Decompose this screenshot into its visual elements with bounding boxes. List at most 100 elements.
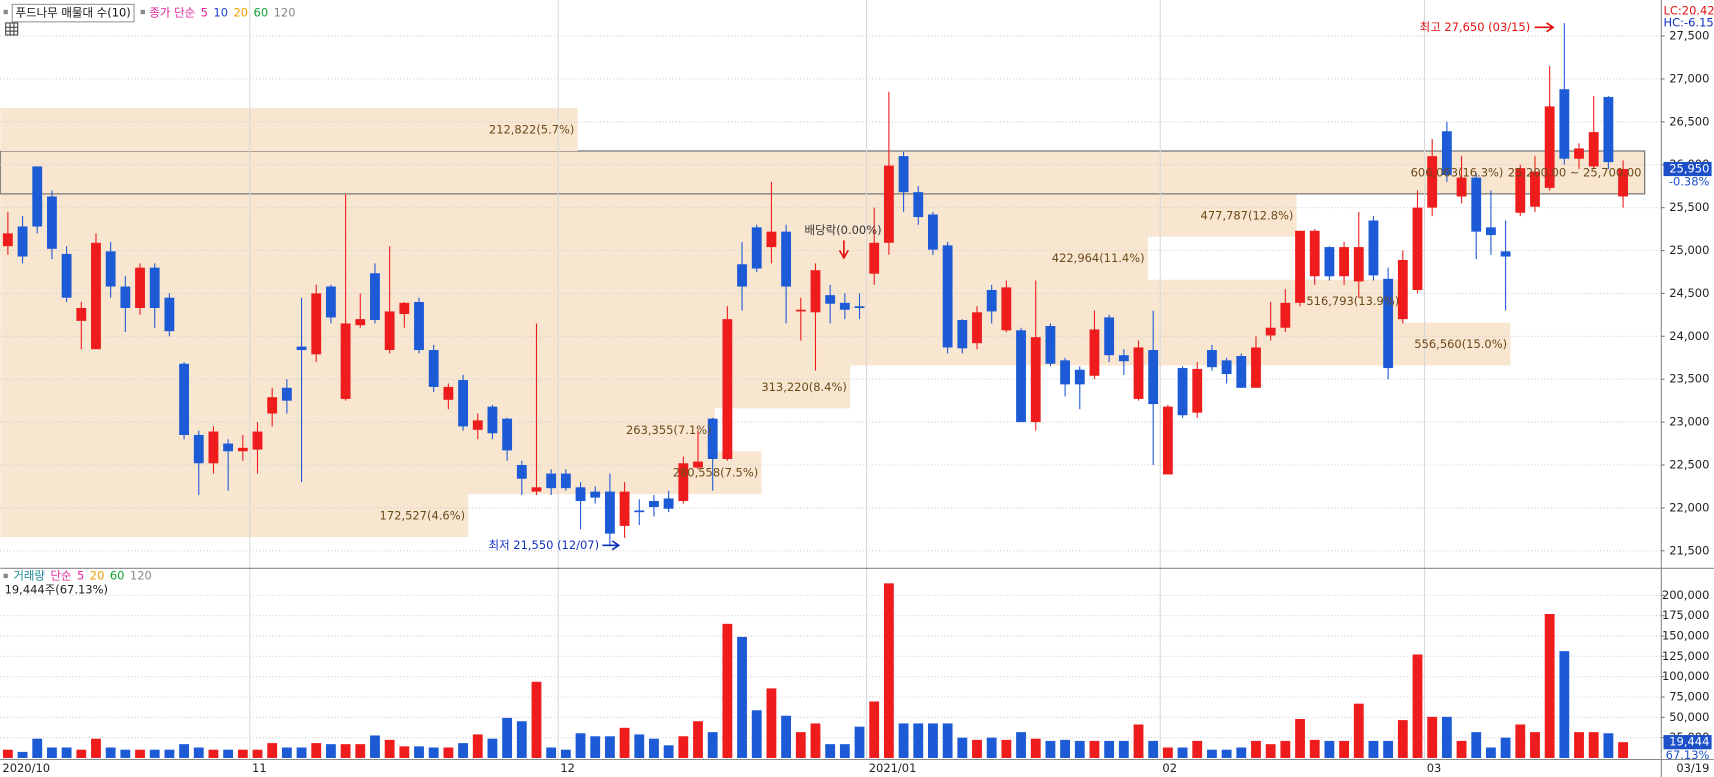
volume-bar (1324, 740, 1335, 758)
candle-body (972, 312, 982, 344)
candle-body (1544, 106, 1555, 188)
volume-bar (1427, 716, 1438, 758)
profile-value-label: 263,355(7.1%) (626, 422, 712, 436)
candle-body (311, 293, 322, 355)
y-tick-label: 75,000 (1669, 690, 1709, 704)
candle-body (810, 270, 821, 313)
profile-value-label: 556,560(15.0%) (1414, 337, 1507, 351)
candle-body (766, 231, 777, 248)
volume-bar (1559, 651, 1570, 758)
candle-body (1603, 96, 1614, 163)
candle-body (443, 386, 454, 400)
candle-body (722, 319, 733, 459)
volume-bar (208, 749, 219, 758)
candle-body (1324, 247, 1335, 277)
legend-text: 60 (110, 568, 125, 582)
profile-bar (0, 108, 578, 151)
volume-bar (649, 738, 659, 758)
price-tag-box (1663, 161, 1712, 177)
candle-body (649, 501, 659, 508)
candle-body (1441, 131, 1452, 176)
profile-bar (0, 279, 1403, 323)
candle-body (47, 196, 57, 249)
poc-range-label: 25,200.00 ~ 25,700.00 (1508, 165, 1642, 179)
profile-value-label: 280,558(7.5%) (673, 465, 759, 479)
y-tick-label: 26,500 (1669, 114, 1709, 128)
candle-body (1427, 156, 1438, 208)
volume-bar (1309, 739, 1320, 758)
profile-bar (0, 408, 715, 452)
volume-bar (1221, 749, 1232, 758)
candle-body (384, 311, 395, 351)
profile-value-label: 212,822(5.7%) (489, 122, 575, 136)
volume-bar (986, 737, 997, 758)
candle-body (164, 297, 175, 332)
volume-bar (1456, 740, 1467, 758)
candle-body (1265, 327, 1276, 336)
volume-profile (0, 108, 1646, 538)
volume-bar (913, 723, 924, 758)
legend-text: 20 (233, 6, 248, 20)
volume-bar (164, 749, 175, 758)
volume-bar (17, 751, 28, 758)
volume-bar (1618, 742, 1628, 758)
table-icon[interactable] (5, 22, 19, 36)
volume-bar (252, 749, 263, 758)
volume-bar (1588, 732, 1599, 758)
candle-body (502, 418, 513, 451)
legend-text: 종가 단순 (149, 6, 195, 20)
candle-body (928, 214, 938, 250)
volume-bar (1016, 732, 1026, 758)
candle-body (1383, 278, 1394, 369)
candle-body (149, 267, 160, 308)
candle-body (634, 510, 645, 513)
volume-bar (1574, 732, 1584, 758)
volume-bar (1397, 720, 1408, 758)
profile-bar (0, 193, 1297, 237)
x-tick-label: 03/19 (1676, 761, 1709, 775)
candle-body (1574, 148, 1584, 159)
volume-bar (2, 749, 13, 758)
candle-body (854, 306, 865, 308)
profile-bar (0, 494, 469, 538)
profile-value-label: 477,787(12.8%) (1201, 208, 1294, 222)
volume-bar (105, 747, 116, 758)
profile-label: 556,560(15.0%) (1414, 337, 1507, 351)
candle-body (281, 387, 292, 401)
candle-body (883, 165, 894, 243)
candle-body (76, 307, 87, 321)
profile-value-label: 606,063(16.3%) (1411, 165, 1504, 179)
candle-body (1618, 169, 1628, 197)
volume-bar (237, 749, 248, 758)
legend-text: 60 (254, 6, 269, 20)
volume-bar (267, 743, 278, 758)
candle-body (531, 487, 542, 492)
volume-bar (560, 749, 571, 758)
volume-bar (296, 747, 307, 758)
price-tag-label: 19,444 (1669, 735, 1709, 749)
candle-body (1339, 247, 1350, 277)
candle-body (986, 289, 997, 312)
candle-body (1588, 132, 1599, 167)
volume-bar (575, 733, 586, 758)
candle-body (546, 473, 557, 489)
profile-bar (0, 150, 1646, 195)
volume-bar (135, 749, 145, 758)
candle-body (1368, 220, 1379, 276)
legend-text: 5 (201, 6, 208, 20)
x-tick-label: 02 (1162, 761, 1177, 775)
candle-body (707, 418, 718, 459)
candle-body (370, 273, 380, 321)
volume-bar (502, 717, 513, 758)
legend-text: 단순 (50, 568, 71, 582)
candle-body (325, 286, 336, 318)
candle-body (1016, 330, 1026, 423)
legend-bullet (3, 573, 8, 579)
volume-bar (1500, 737, 1511, 758)
volume-bar (61, 747, 72, 758)
y-tick-label: 24,500 (1669, 286, 1709, 300)
candle-body (1309, 230, 1320, 277)
candle-body (1251, 347, 1261, 388)
volume-bar (458, 743, 468, 758)
candle-body (1177, 368, 1188, 416)
